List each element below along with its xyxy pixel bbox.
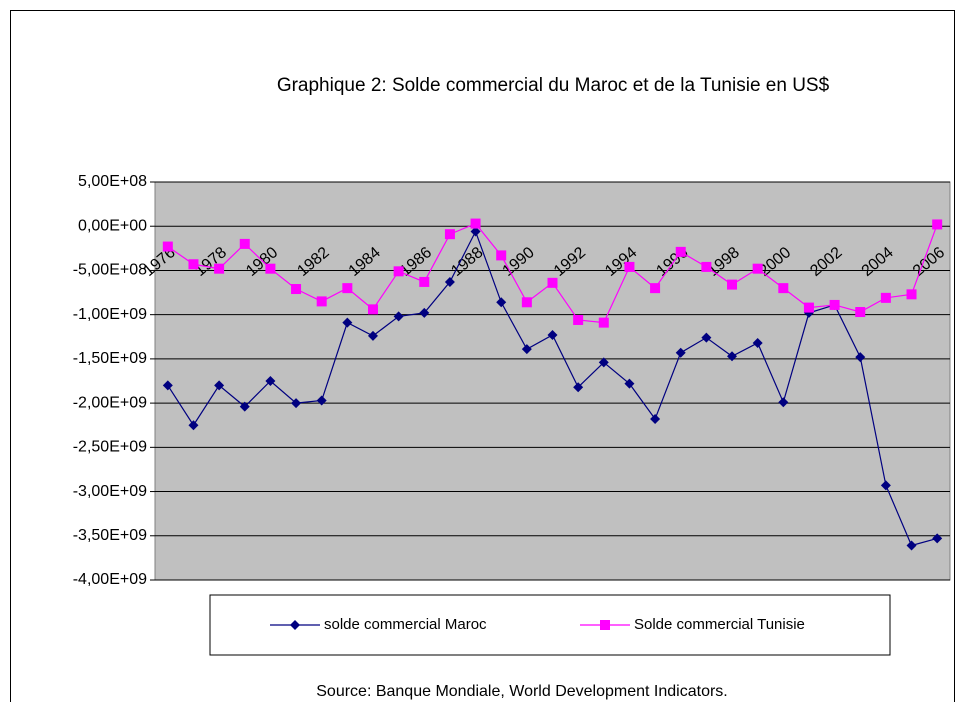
- legend-marker: [290, 620, 300, 630]
- point: [598, 357, 609, 368]
- y-tick-label: -3,50E+09: [73, 527, 147, 544]
- source-note: Source: Banque Mondiale, World Developme…: [316, 683, 727, 700]
- point: [932, 219, 943, 230]
- point: [496, 250, 507, 261]
- point: [727, 279, 738, 290]
- point: [778, 283, 789, 294]
- point: [906, 540, 917, 551]
- point: [778, 397, 789, 408]
- point: [342, 283, 353, 294]
- point: [265, 376, 276, 386]
- y-tick-label: -2,00E+09: [73, 394, 147, 411]
- y-tick-label: -1,50E+09: [73, 350, 147, 367]
- point: [444, 229, 455, 240]
- point: [291, 398, 302, 409]
- point: [316, 296, 327, 307]
- point: [521, 344, 532, 355]
- point: [444, 276, 455, 287]
- point: [803, 302, 814, 313]
- point: [829, 299, 840, 310]
- point: [162, 241, 173, 252]
- point: [855, 352, 866, 363]
- point: [932, 533, 943, 544]
- point: [419, 307, 430, 318]
- point: [701, 332, 712, 343]
- point: [547, 330, 558, 341]
- point: [573, 314, 584, 325]
- point: [521, 297, 532, 308]
- point: [393, 266, 404, 277]
- point: [675, 347, 686, 358]
- point: [470, 226, 481, 237]
- point: [675, 246, 686, 257]
- point: [650, 414, 661, 425]
- point: [342, 317, 353, 328]
- chart-title: Graphique 2: Solde commercial du Maroc e…: [277, 75, 830, 96]
- point: [188, 420, 199, 431]
- y-tick-label: -1,00E+09: [73, 306, 147, 323]
- y-tick-label: -4,00E+09: [73, 571, 147, 588]
- point: [752, 263, 763, 274]
- point: [291, 284, 302, 295]
- point: [162, 380, 173, 391]
- legend-label: Solde commercial Tunisie: [634, 616, 805, 633]
- point: [393, 311, 404, 322]
- point: [367, 330, 378, 341]
- point: [214, 380, 225, 391]
- point: [367, 304, 378, 315]
- y-tick-label: -2,50E+09: [73, 439, 147, 456]
- legend-label: solde commercial Maroc: [324, 616, 487, 633]
- point: [701, 261, 712, 272]
- point: [496, 297, 507, 308]
- point: [239, 401, 250, 412]
- point: [880, 292, 891, 303]
- point: [906, 289, 917, 300]
- point: [470, 218, 481, 229]
- y-tick-label: 5,00E+08: [78, 173, 147, 190]
- legend-box: [209, 594, 891, 656]
- legend-marker: [600, 620, 610, 630]
- point: [316, 395, 327, 406]
- point: [239, 238, 250, 249]
- y-tick-label: -5,00E+08: [73, 262, 147, 279]
- point: [752, 337, 763, 348]
- point: [573, 382, 584, 393]
- point: [188, 259, 199, 270]
- point: [855, 307, 866, 318]
- point: [880, 480, 891, 491]
- point: [598, 317, 609, 328]
- point: [265, 263, 276, 274]
- y-tick-label: -3,00E+09: [73, 483, 147, 500]
- point: [650, 283, 661, 294]
- point: [419, 276, 430, 287]
- point: [624, 378, 635, 389]
- point: [727, 351, 738, 362]
- y-tick-label: 0,00E+00: [78, 217, 147, 234]
- point: [624, 261, 635, 272]
- point: [214, 263, 225, 274]
- point: [547, 277, 558, 288]
